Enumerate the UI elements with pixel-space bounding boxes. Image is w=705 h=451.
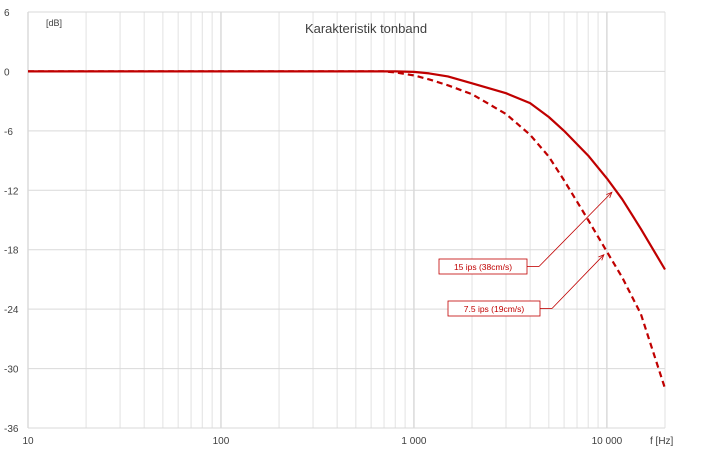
series-line-1 — [28, 70, 666, 271]
minor-grid — [85, 12, 666, 428]
x-tick-label: 10 — [22, 436, 34, 447]
y-axis-label: [dB] — [46, 18, 62, 28]
y-tick-label: 6 — [4, 8, 10, 19]
callout-box — [447, 300, 541, 317]
y-axis-tick-labels: 6 0 -6 -12 -18 -24 -30 -36 — [4, 8, 19, 435]
y-tick-label: -18 — [4, 246, 19, 257]
callout-label: 15 ips (38cm/s) — [454, 262, 512, 272]
callout-1: 15 ips (38cm/s) — [438, 191, 613, 275]
callout-arrowhead — [598, 253, 605, 261]
x-axis-label: f [Hz] — [650, 436, 674, 447]
chart-title: Karakteristik tonband — [305, 21, 427, 36]
series-layer — [28, 70, 667, 389]
y-tick-label: -36 — [4, 424, 19, 435]
callout-box — [438, 258, 528, 275]
x-tick-label: 100 — [213, 436, 230, 447]
x-axis-tick-labels: 10 100 1 000 10 000 — [22, 436, 622, 447]
callout-arrowhead — [606, 191, 613, 199]
major-grid — [27, 11, 665, 429]
y-tick-label: 0 — [4, 67, 10, 78]
callout-2: 7.5 ips (19cm/s) — [447, 253, 605, 317]
y-tick-label: -6 — [4, 127, 13, 138]
series-line-2 — [28, 70, 667, 389]
callout-arrow-line — [538, 191, 613, 267]
callout-label: 7.5 ips (19cm/s) — [464, 304, 525, 314]
y-tick-label: -12 — [4, 186, 19, 197]
callout-layer: 15 ips (38cm/s) 7.5 ips (19cm/s) — [438, 191, 613, 317]
x-tick-label: 1 000 — [401, 436, 426, 447]
y-tick-label: -30 — [4, 365, 19, 376]
y-tick-label: -24 — [4, 305, 19, 316]
callout-arrow-line — [551, 254, 605, 309]
x-tick-label: 10 000 — [592, 436, 623, 447]
